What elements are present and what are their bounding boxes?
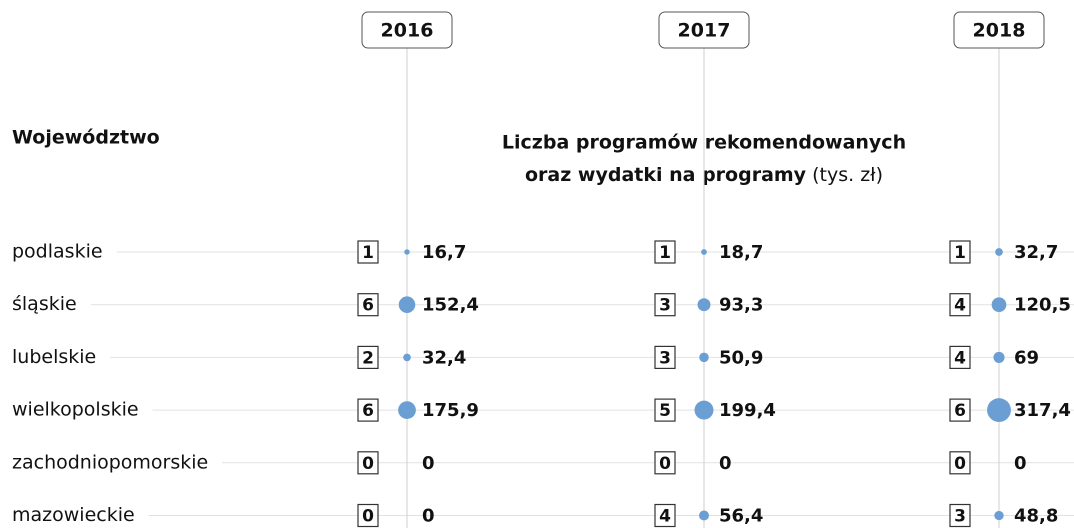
count-box: [654, 240, 676, 264]
subtitle: oraz wydatki na programy (tys. zł): [525, 164, 883, 186]
bubble: [995, 248, 1003, 256]
count-label: 3: [659, 296, 671, 316]
category-label: wielkopolskie: [12, 399, 139, 421]
count-label: 4: [954, 348, 966, 368]
value-label: 0: [719, 453, 732, 474]
value-label: 50,9: [719, 347, 763, 368]
count-label: 3: [659, 348, 671, 368]
value-label: 0: [422, 506, 435, 527]
count-label: 6: [954, 401, 966, 421]
count-box: [357, 451, 379, 475]
count-label: 2: [362, 348, 374, 368]
category-label: lubelskie: [12, 346, 96, 368]
count-box: [654, 398, 676, 422]
value-label: 0: [1014, 453, 1027, 474]
count-label: 5: [659, 401, 671, 421]
count-box: [949, 503, 971, 528]
category-label: podlaskie: [12, 241, 103, 263]
bubble: [694, 400, 714, 420]
value-label: 18,7: [719, 242, 763, 263]
bubble: [398, 401, 416, 419]
value-label: 199,4: [719, 400, 776, 421]
value-label: 93,3: [719, 295, 763, 316]
count-box: [949, 240, 971, 264]
count-label: 1: [659, 243, 671, 263]
count-box: [357, 293, 379, 317]
bubble: [404, 249, 410, 255]
value-label: 175,9: [422, 400, 479, 421]
subtitle: oraz wydatki na programy: [525, 164, 807, 186]
year-box: [361, 11, 453, 49]
count-box: [357, 345, 379, 369]
bubble: [991, 297, 1007, 313]
count-box: [357, 240, 379, 264]
bubble: [699, 352, 709, 363]
value-label: 32,7: [1014, 242, 1058, 263]
value-label: 48,8: [1014, 506, 1058, 527]
unit: (tys. zł): [812, 164, 883, 186]
count-label: 4: [954, 296, 966, 316]
count-label: 6: [362, 296, 374, 316]
count-box: [949, 293, 971, 317]
category-label: śląskie: [12, 293, 77, 315]
count-box: [949, 398, 971, 422]
count-box: [949, 451, 971, 475]
value-label: 32,4: [422, 347, 466, 368]
count-box: [654, 345, 676, 369]
year-box: [658, 11, 750, 49]
year-label: 2018: [973, 20, 1026, 42]
count-label: 6: [362, 401, 374, 421]
bubble: [698, 510, 710, 521]
bubble: [994, 510, 1004, 521]
bubble: [701, 249, 707, 255]
year-label: 2017: [678, 20, 731, 42]
row-header: Województwo: [12, 127, 160, 149]
value-label: 0: [422, 453, 435, 474]
bubble: [987, 398, 1011, 423]
count-box: [949, 345, 971, 369]
count-label: 0: [362, 507, 374, 527]
count-label: 0: [954, 454, 966, 474]
count-box: [357, 503, 379, 528]
value-label: 69: [1014, 347, 1039, 368]
count-label: 0: [659, 454, 671, 474]
count-label: 3: [954, 507, 966, 527]
year-label: 2016: [381, 20, 434, 42]
count-label: 0: [362, 454, 374, 474]
count-label: 4: [659, 507, 671, 527]
count-box: [654, 451, 676, 475]
count-box: [654, 293, 676, 317]
count-box: [357, 398, 379, 422]
category-label: zachodniopomorskie: [12, 451, 208, 473]
count-label: 1: [362, 243, 374, 263]
value-label: 16,7: [422, 242, 466, 263]
value-label: 56,4: [719, 506, 763, 527]
value-label: 120,5: [1014, 295, 1071, 316]
count-box: [654, 503, 676, 528]
bubble: [403, 353, 411, 362]
year-box: [953, 11, 1045, 49]
bubble: [993, 351, 1005, 363]
value-label: 317,4: [1014, 400, 1071, 421]
value-label: 152,4: [422, 295, 479, 316]
count-label: 1: [954, 243, 966, 263]
bubble: [697, 298, 711, 312]
category-label: mazowieckie: [12, 504, 135, 526]
bubble: [398, 296, 416, 313]
